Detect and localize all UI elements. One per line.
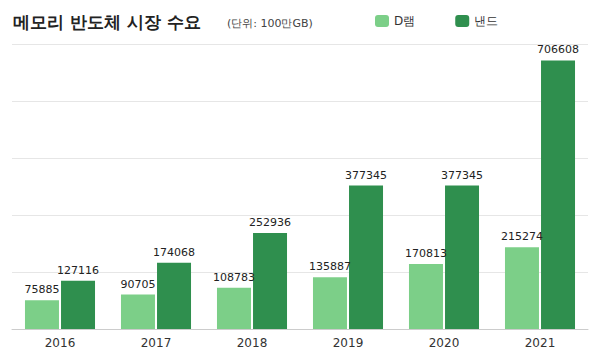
svg-text:135887: 135887 [309,260,351,273]
svg-text:메모리 반도체 시장 수요: 메모리 반도체 시장 수요 [13,12,201,32]
svg-text:90705: 90705 [120,278,155,291]
svg-text:2016: 2016 [45,336,76,350]
svg-text:2018: 2018 [237,336,268,350]
svg-text:2019: 2019 [333,336,364,350]
svg-text:D램: D램 [394,14,415,28]
svg-text:174068: 174068 [153,246,195,259]
svg-text:108783: 108783 [213,271,255,284]
svg-text:377345: 377345 [345,169,387,182]
svg-text:170813: 170813 [405,247,447,260]
svg-text:252936: 252936 [249,216,291,229]
svg-text:377345: 377345 [441,169,483,182]
svg-text:127116: 127116 [57,264,99,277]
svg-text:75885: 75885 [24,283,59,296]
svg-text:706608: 706608 [537,43,579,56]
svg-text:낸드: 낸드 [474,14,498,28]
svg-text:2021: 2021 [525,336,556,350]
svg-text:215274: 215274 [501,230,543,243]
svg-text:(단위: 100만GB): (단위: 100만GB) [227,17,313,30]
svg-text:2017: 2017 [141,336,172,350]
svg-text:2020: 2020 [429,336,460,350]
